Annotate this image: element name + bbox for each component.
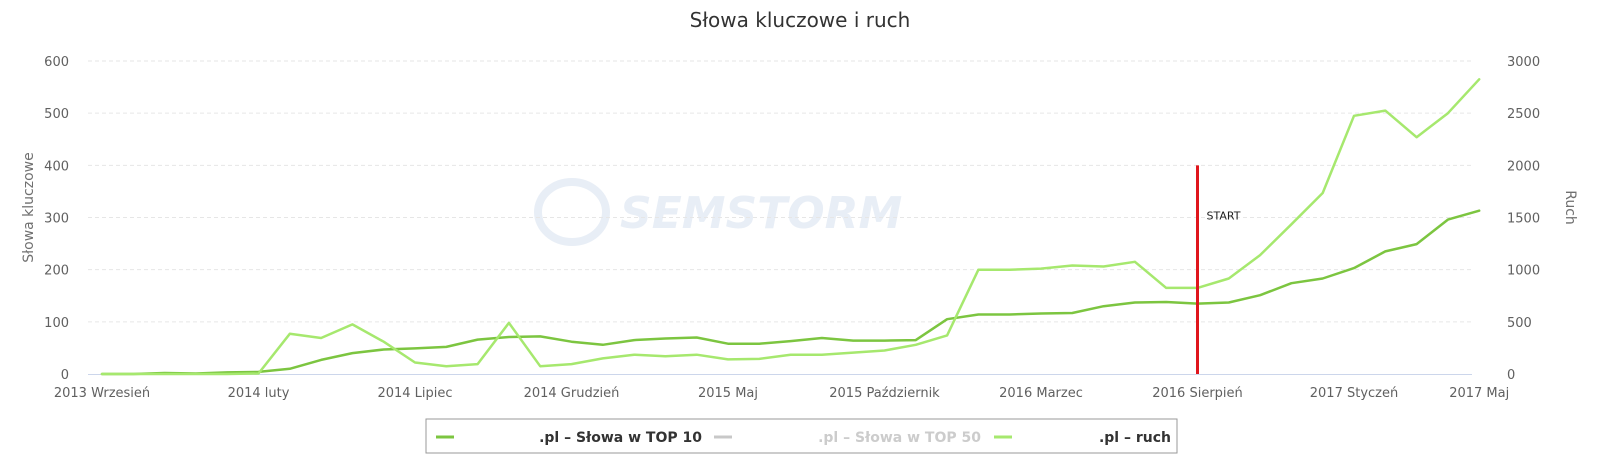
semstorm-watermark: SEMSTORM [534, 178, 902, 246]
x-axis-ticks: 2013 Wrzesień 2014 luty 2014 Lipiec 2014 Gr… [54, 386, 1509, 401]
legend-box [425, 418, 1178, 454]
right-tick-label: 0 [1507, 368, 1515, 383]
right-axis-ticks: 0 500 1000 1500 2000 2500 3000 [1507, 55, 1540, 383]
x-tick-label: 2016 Sierpień [1152, 386, 1243, 401]
globe-icon [534, 178, 610, 246]
right-tick-label: 2500 [1507, 107, 1540, 122]
right-tick-label: 3000 [1507, 55, 1540, 70]
legend: .pl – Słowa w TOP 10 .pl – Słowa w TOP 5… [425, 418, 1178, 454]
left-axis-ticks: 0 100 200 300 400 500 600 [44, 55, 69, 383]
x-tick-label: 2014 Grudzień [524, 386, 620, 401]
right-tick-label: 500 [1507, 316, 1532, 331]
left-tick-label: 100 [44, 316, 69, 331]
right-tick-label: 1000 [1507, 264, 1540, 279]
left-tick-label: 200 [44, 264, 69, 279]
legend-item-top50[interactable]: .pl – Słowa w TOP 50 [714, 430, 981, 446]
right-axis-title: Ruch [1562, 190, 1578, 225]
x-tick-label: 2017 Maj [1449, 386, 1509, 401]
x-tick-label: 2017 Styczeń [1310, 386, 1398, 401]
x-tick-label: 2013 Wrzesień [54, 386, 150, 401]
series-lines [100, 78, 1481, 376]
annotations: START [1196, 165, 1241, 374]
chart-title: Słowa kluczowe i ruch [690, 8, 911, 32]
x-tick-label: 2015 Październik [829, 386, 940, 401]
x-tick-label: 2014 Lipiec [377, 386, 452, 401]
left-tick-label: 500 [44, 107, 69, 122]
legend-item-top10[interactable]: .pl – Słowa w TOP 10 [436, 430, 702, 446]
left-tick-label: 600 [44, 55, 69, 70]
x-tick-label: 2016 Marzec [999, 386, 1083, 401]
legend-label-top10: .pl – Słowa w TOP 10 [539, 430, 702, 446]
legend-item-ruch[interactable]: .pl – ruch [994, 430, 1171, 446]
series-line-0[interactable] [100, 209, 1481, 376]
start-label: START [1207, 210, 1241, 223]
left-tick-label: 400 [44, 159, 69, 174]
x-tick-label: 2014 luty [228, 386, 290, 401]
left-tick-label: 300 [44, 212, 69, 227]
left-axis-title: Słowa kluczowe [21, 152, 37, 262]
x-tick-label: 2015 Maj [698, 386, 758, 401]
legend-label-ruch: .pl – ruch [1099, 430, 1171, 446]
watermark-text: SEMSTORM [620, 188, 902, 239]
right-tick-label: 1500 [1507, 212, 1540, 227]
left-tick-label: 0 [61, 368, 69, 383]
series-line-2[interactable] [100, 78, 1481, 376]
legend-label-top50: .pl – Słowa w TOP 50 [818, 430, 981, 446]
right-tick-label: 2000 [1507, 159, 1540, 174]
